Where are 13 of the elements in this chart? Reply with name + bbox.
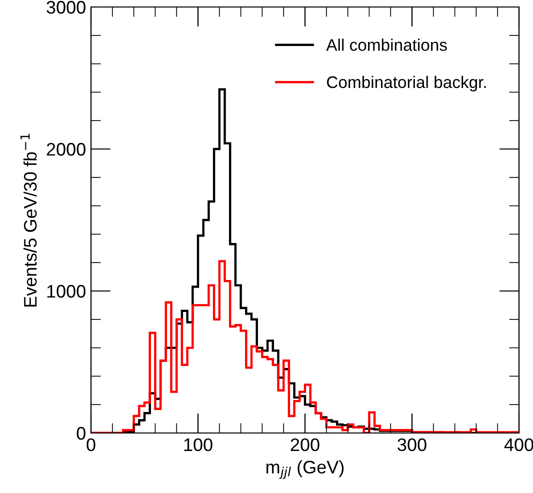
x-tick-label: 300	[398, 438, 426, 452]
y-tick-label: 0	[76, 426, 86, 440]
x-tick-label: 100	[184, 438, 212, 452]
x-axis-title: m$_{jjl}$ (GeV)	[266, 460, 344, 479]
x-tick-label: 200	[290, 438, 320, 452]
x-tick-label: 400	[504, 438, 533, 452]
y-tick-label: 1000	[47, 284, 86, 298]
y-tick-label: 2000	[46, 142, 86, 156]
y-axis-title: Events/5 GeV/30 fb$^{−1}$	[20, 134, 37, 307]
legend-label: Combinatorial backgr.	[326, 76, 486, 92]
x-tick-label: 0	[86, 438, 96, 452]
legend-label: All combinations	[326, 38, 447, 51]
y-tick-label: 3000	[46, 0, 86, 14]
